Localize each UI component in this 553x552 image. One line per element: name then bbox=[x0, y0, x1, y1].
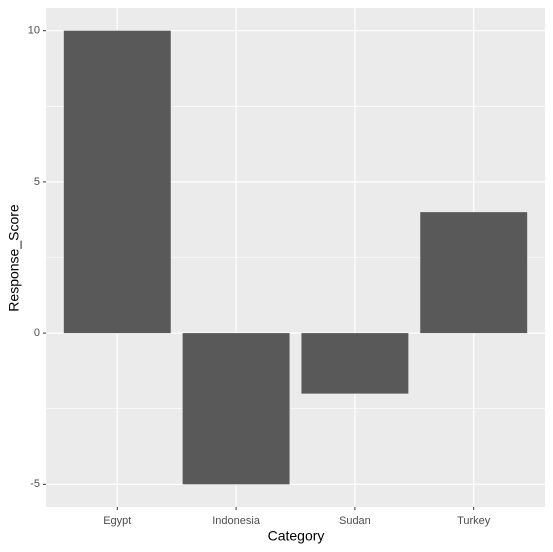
x-tick-label: Indonesia bbox=[212, 515, 261, 527]
bar bbox=[301, 333, 409, 394]
bar bbox=[182, 333, 290, 485]
y-tick-label: 5 bbox=[34, 176, 40, 188]
bar bbox=[420, 212, 528, 334]
x-tick-label: Sudan bbox=[339, 515, 371, 527]
y-tick-label: 0 bbox=[34, 327, 40, 339]
x-tick-label: Egypt bbox=[103, 515, 131, 527]
y-tick-label: 10 bbox=[28, 25, 40, 37]
y-axis-title: Response_Score bbox=[6, 204, 22, 312]
y-tick-label: -5 bbox=[30, 478, 40, 490]
x-axis-title: Category bbox=[268, 528, 325, 544]
bar bbox=[63, 30, 171, 334]
x-tick-label: Turkey bbox=[457, 515, 491, 527]
